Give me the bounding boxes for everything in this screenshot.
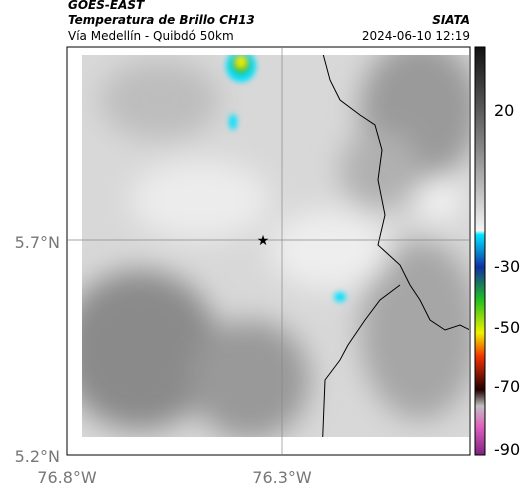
route: Vía Medellín - Quibdó 50km [68, 29, 234, 43]
timestamp: 2024-06-10 12:19 [362, 29, 470, 43]
satellite-image [82, 55, 469, 437]
lon-label: 76.8°W [37, 468, 97, 487]
colorbar-tick-label: -30 [494, 257, 520, 276]
subtitle: Temperatura de Brillo CH13 [68, 13, 255, 27]
colorbar [474, 46, 486, 456]
source: SIATA [432, 13, 470, 27]
location-star: ★ [257, 233, 270, 249]
colorbar-tick-label: -90 [494, 440, 520, 459]
lat-label: 5.2°N [15, 447, 60, 466]
colorbar-tick-label: 20 [494, 101, 514, 120]
colorbar-ticks: 20 -30 -50 -70 -90 [494, 101, 520, 459]
lat-label: 5.7°N [15, 233, 60, 252]
colorbar-tick-label: -70 [494, 377, 520, 396]
colorbar-tick-label: -50 [494, 318, 520, 337]
lon-label: 76.3°W [252, 468, 312, 487]
title: GOES-EAST [68, 0, 145, 12]
map-frame [66, 46, 471, 456]
